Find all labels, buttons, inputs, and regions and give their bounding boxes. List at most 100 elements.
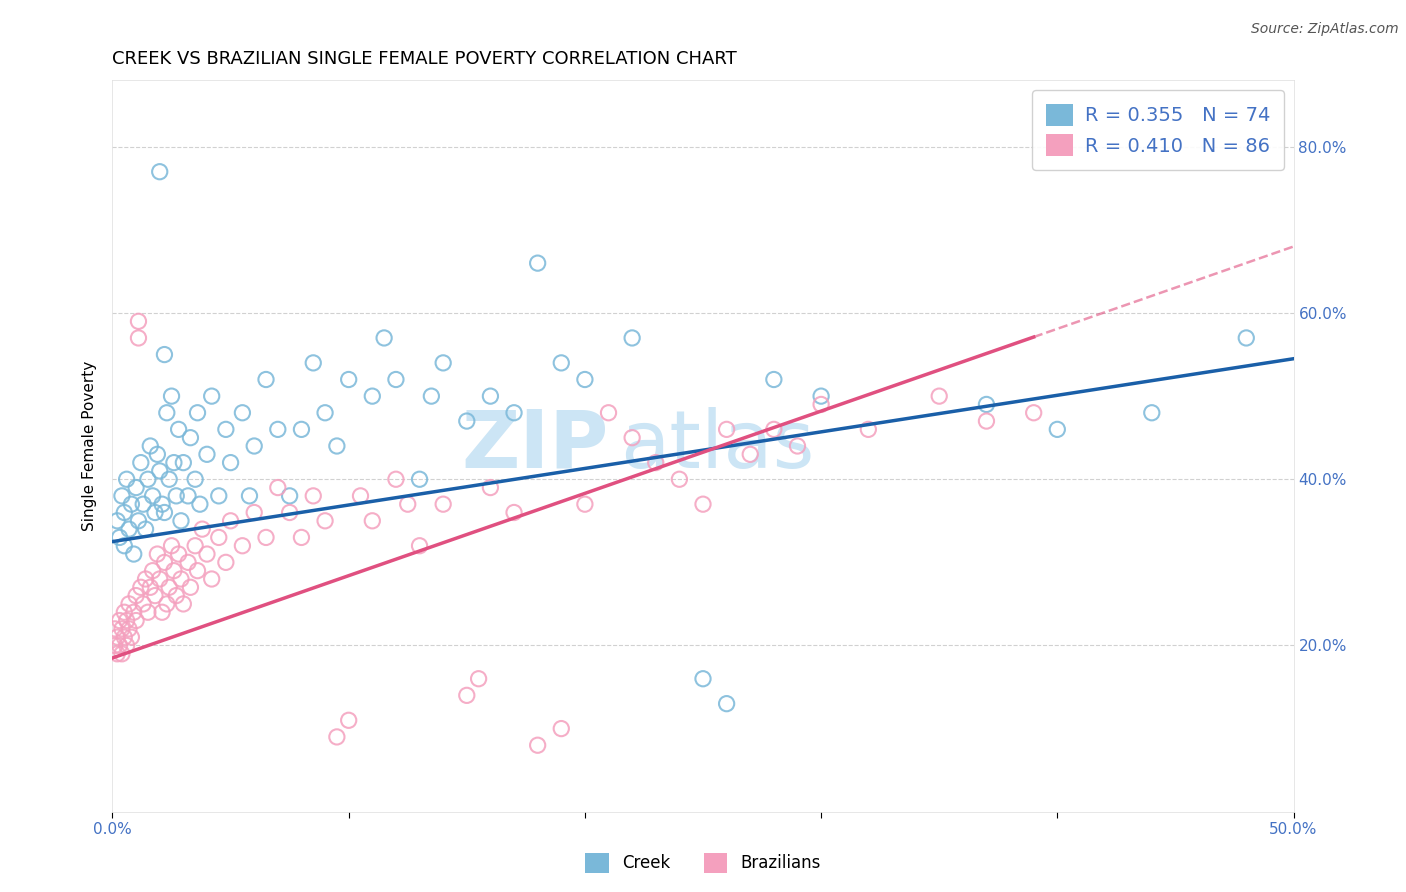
Point [201,572,224,586]
Point [456,689,478,703]
Legend: Creek, Brazilians: Creek, Brazilians [579,847,827,880]
Point [456,414,478,428]
Point [127,314,149,328]
Point [278,506,301,520]
Point [172,456,194,470]
Point [104,622,127,636]
Point [408,539,430,553]
Point [385,472,408,486]
Point [186,564,208,578]
Point [976,414,998,428]
Point [243,506,266,520]
Point [146,547,169,561]
Point [385,372,408,386]
Point [326,730,349,744]
Point [208,489,231,503]
Point [503,506,526,520]
Point [118,622,141,636]
Point [139,580,162,594]
Point [290,530,312,544]
Point [184,472,207,486]
Point [278,489,301,503]
Point [112,539,135,553]
Point [179,580,201,594]
Point [153,347,176,362]
Point [149,572,172,586]
Point [574,372,596,386]
Point [208,530,231,544]
Point [215,555,238,569]
Point [302,356,325,370]
Point [172,597,194,611]
Point [191,522,214,536]
Point [219,514,242,528]
Point [115,639,138,653]
Point [153,555,176,569]
Point [163,564,186,578]
Point [186,406,208,420]
Point [146,447,169,461]
Point [621,331,644,345]
Point [129,456,152,470]
Point [314,514,336,528]
Point [254,530,277,544]
Point [170,514,193,528]
Point [143,506,166,520]
Point [127,331,149,345]
Point [598,406,620,420]
Point [1046,422,1069,436]
Point [112,605,135,619]
Point [165,489,187,503]
Point [396,497,419,511]
Point [125,481,148,495]
Point [668,472,690,486]
Point [163,456,186,470]
Point [149,464,172,478]
Point [692,497,714,511]
Point [129,580,152,594]
Point [143,589,166,603]
Point [136,472,159,486]
Point [112,506,135,520]
Point [420,389,443,403]
Point [132,497,155,511]
Point [1140,406,1163,420]
Point [160,389,183,403]
Point [740,447,762,461]
Point [177,555,200,569]
Point [644,456,666,470]
Point [105,630,128,644]
Point [153,506,176,520]
Point [1234,331,1257,345]
Point [115,614,138,628]
Point [118,597,141,611]
Point [156,406,179,420]
Point [550,722,572,736]
Point [574,497,596,511]
Point [125,589,148,603]
Point [167,422,190,436]
Point [432,356,454,370]
Point [238,489,260,503]
Point [165,589,187,603]
Point [408,472,430,486]
Point [928,389,950,403]
Point [215,422,238,436]
Point [111,489,134,503]
Point [108,639,131,653]
Point [550,356,572,370]
Point [479,481,502,495]
Point [337,372,360,386]
Y-axis label: Single Female Poverty: Single Female Poverty [82,361,97,531]
Point [177,489,200,503]
Point [810,389,832,403]
Point [156,597,179,611]
Point [127,514,149,528]
Point [195,547,218,561]
Point [762,372,785,386]
Point [1022,406,1045,420]
Point [290,422,312,436]
Point [314,406,336,420]
Point [170,572,193,586]
Point [621,431,644,445]
